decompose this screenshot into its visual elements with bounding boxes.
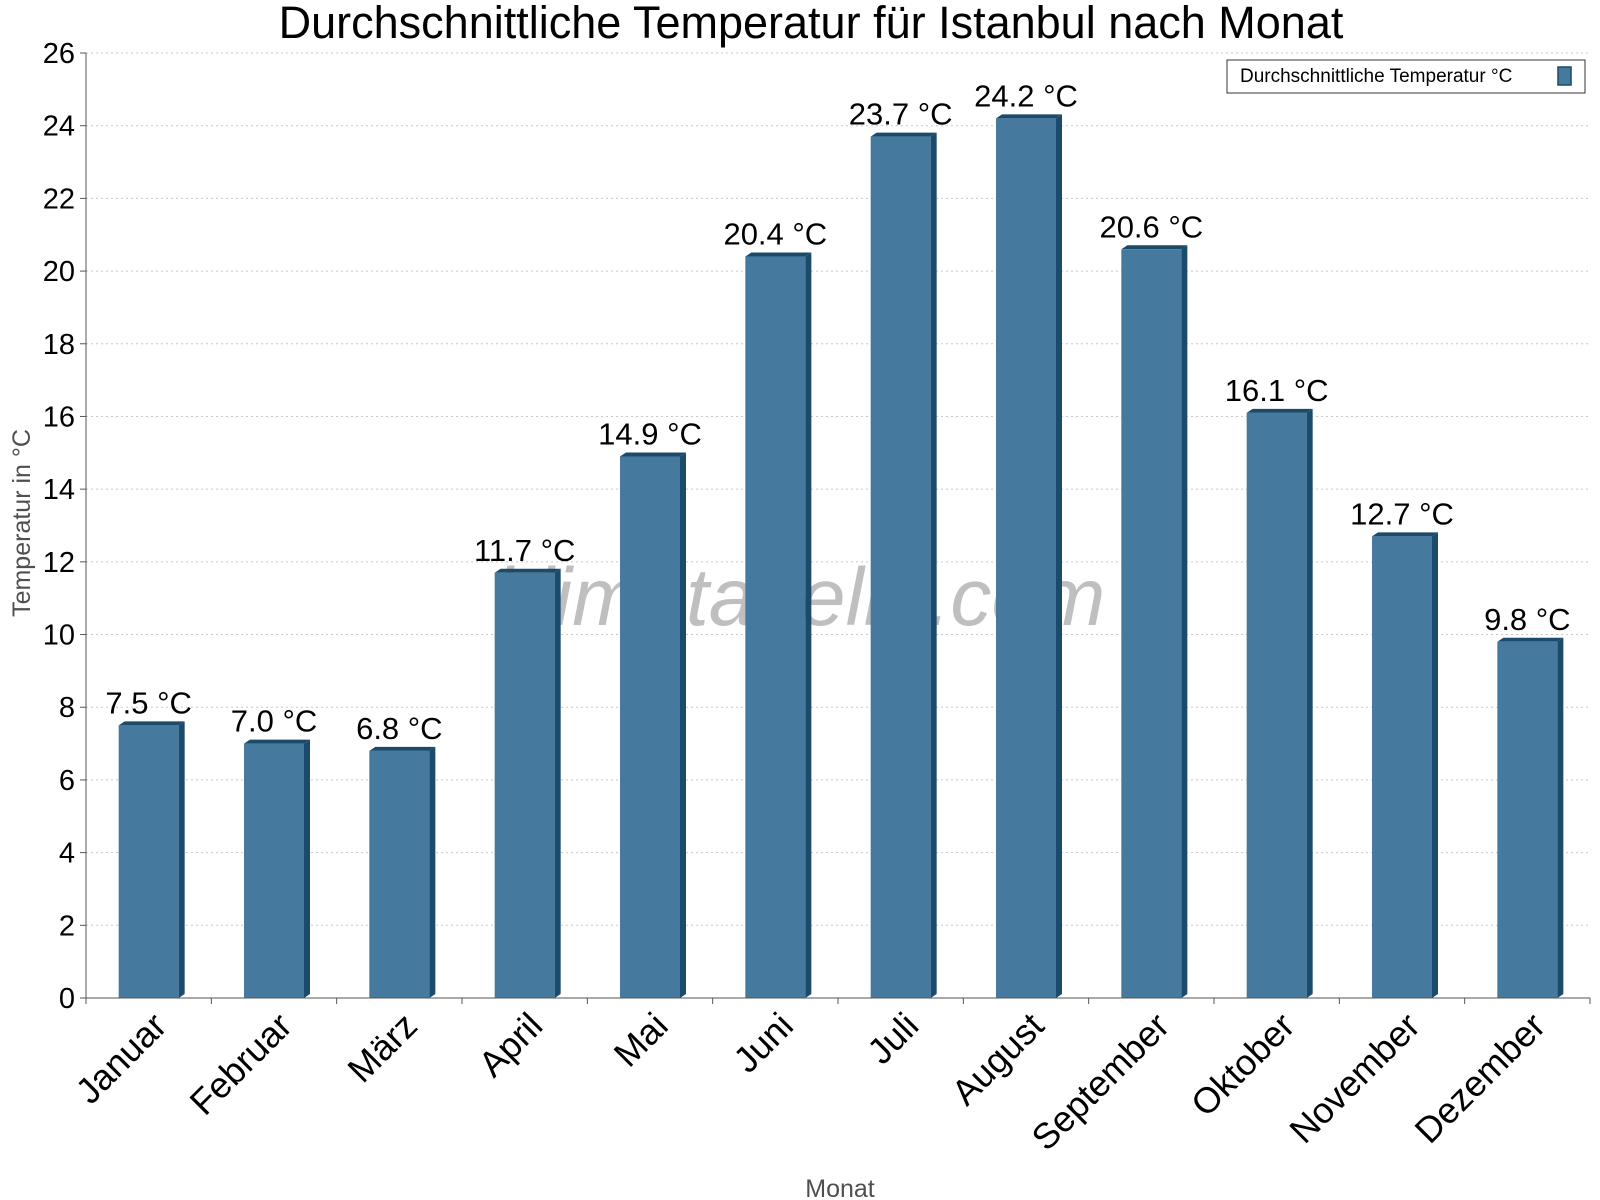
y-tick-label: 18: [43, 329, 75, 361]
bar-side: [1056, 114, 1062, 998]
bar: [1497, 637, 1564, 998]
bar-front: [369, 750, 430, 998]
bar: [870, 132, 937, 998]
bar-side: [1306, 408, 1313, 999]
data-label: 11.7 °C: [474, 533, 575, 568]
y-tick-label: 24: [43, 111, 75, 143]
x-tick-label: Februar: [182, 1005, 300, 1123]
data-label: 7.0 °C: [231, 704, 318, 739]
data-label: 20.4 °C: [723, 217, 827, 252]
bar-side: [178, 721, 185, 998]
bar-side: [1557, 637, 1564, 998]
bar-top: [369, 746, 436, 751]
y-tick-label: 0: [59, 983, 75, 1015]
data-label: 23.7 °C: [849, 97, 953, 132]
y-tick-label: 8: [59, 692, 75, 724]
chart-title: Durchschnittliche Temperatur für Istanbu…: [279, 0, 1344, 48]
bar: [118, 721, 185, 998]
bar-front: [1372, 536, 1432, 998]
y-tick-label: 2: [59, 910, 75, 942]
bar: [494, 568, 561, 998]
legend-box: [1226, 59, 1586, 94]
bar: [1372, 532, 1438, 998]
x-tick-label: April: [470, 1005, 550, 1085]
data-label: 16.1 °C: [1225, 373, 1329, 408]
data-label: 14.9 °C: [598, 416, 702, 451]
bar-top: [244, 739, 310, 744]
bar: [620, 452, 686, 998]
bar-side: [429, 746, 436, 998]
y-tick-label: 12: [43, 547, 75, 579]
bar: [996, 114, 1062, 998]
x-tick-label: November: [1281, 1005, 1427, 1151]
bar-side: [304, 739, 310, 998]
bar-top: [1121, 245, 1188, 250]
bar-front: [870, 136, 931, 998]
bar-top: [1497, 637, 1564, 642]
bar-side: [680, 452, 686, 998]
legend-swatch: [1557, 66, 1572, 86]
data-labels: 7.5 °C 7.0 °C 6.8 °C 11.7 °C 14.9 °C 20.4 °C 2…: [105, 78, 1570, 745]
bar-side: [1181, 245, 1188, 998]
y-tick-label: 22: [43, 183, 75, 215]
bar-front: [996, 118, 1056, 998]
y-tick-label: 6: [59, 765, 75, 797]
x-tick-label: Oktober: [1183, 1005, 1303, 1125]
data-label: 12.7 °C: [1350, 496, 1454, 531]
bar-front: [244, 743, 304, 998]
x-axis-title: Monat: [805, 1175, 875, 1200]
bar-front: [118, 725, 179, 998]
bar-side: [1432, 532, 1438, 998]
data-label: 9.8 °C: [1484, 602, 1571, 637]
data-label: 7.5 °C: [105, 685, 192, 720]
bar-top: [118, 721, 185, 726]
y-tick-label: 16: [43, 401, 75, 433]
x-tick-label: September: [1023, 1005, 1177, 1159]
y-tick-label: 14: [43, 474, 75, 506]
bar-top: [1372, 532, 1438, 537]
bars: [118, 114, 1564, 999]
bar-front: [1121, 249, 1182, 998]
bar-side: [930, 132, 937, 998]
bar: [369, 746, 436, 998]
bar-top: [494, 568, 561, 573]
gridlines: [86, 52, 1590, 926]
bar-top: [996, 114, 1062, 119]
legend: Durchschnittliche Temperatur °C: [1226, 59, 1586, 94]
bar: [745, 252, 812, 999]
y-tick-label: 10: [43, 620, 75, 652]
bar: [1246, 408, 1313, 999]
bar-side: [554, 568, 561, 998]
bar: [1121, 245, 1188, 998]
bar-top: [870, 132, 937, 137]
x-tick-label: August: [943, 1005, 1051, 1113]
bar-front: [1497, 641, 1558, 998]
x-tick-label: März: [339, 1005, 425, 1091]
y-tick-label: 20: [43, 256, 75, 288]
bar-side: [805, 252, 812, 999]
data-label: 24.2 °C: [974, 78, 1078, 113]
bar: [244, 739, 310, 998]
bar-top: [1246, 408, 1313, 413]
y-axis-title: Temperatur in °C: [8, 429, 36, 617]
data-label: 20.6 °C: [1099, 209, 1203, 244]
bar-front: [1246, 412, 1307, 999]
bar-top: [745, 252, 812, 257]
bar-top: [620, 452, 686, 457]
bar-front: [494, 572, 555, 998]
legend-label: Durchschnittliche Temperatur °C: [1240, 66, 1512, 87]
y-tick-label: 4: [59, 838, 75, 870]
bar-front: [745, 256, 806, 998]
data-label: 6.8 °C: [356, 711, 443, 746]
y-tick-label: 26: [43, 38, 75, 70]
x-tick-label: Dezember: [1407, 1005, 1553, 1151]
bar-front: [620, 456, 680, 998]
x-tick-label: Juni: [725, 1005, 801, 1081]
x-tick-label: Januar: [67, 1005, 174, 1112]
x-tick-label: Juli: [859, 1005, 926, 1072]
x-tick-label: Mai: [606, 1005, 676, 1075]
